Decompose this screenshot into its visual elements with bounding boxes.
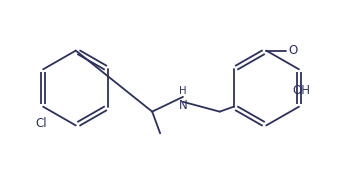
Text: Cl: Cl: [35, 116, 47, 130]
Text: H: H: [179, 86, 187, 96]
Text: O: O: [288, 44, 297, 57]
Text: OH: OH: [292, 84, 310, 97]
Text: N: N: [179, 99, 187, 112]
